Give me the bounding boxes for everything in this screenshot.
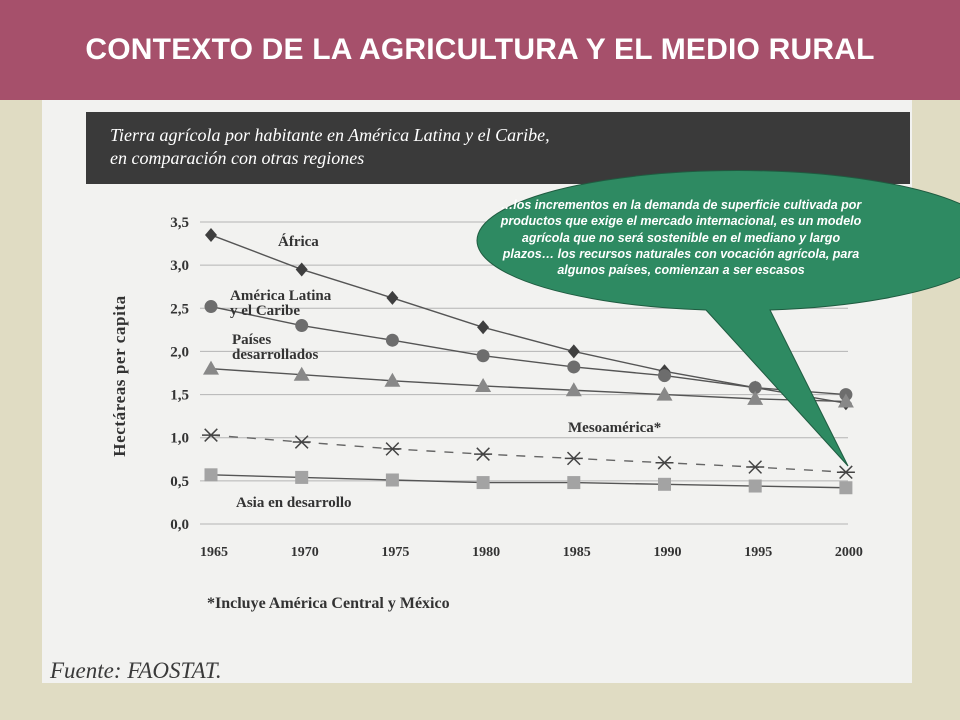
y-tick-label: 2,0 xyxy=(170,344,189,360)
series-label: Países xyxy=(232,332,271,348)
y-axis-label: Hectáreas per capita xyxy=(110,295,129,457)
figure-title-line1: Tierra agrícola por habitante en América… xyxy=(110,125,550,145)
data-point xyxy=(658,369,671,383)
y-tick-label: 3,0 xyxy=(170,258,189,274)
series-line xyxy=(210,234,847,404)
x-tick-label: 1990 xyxy=(654,545,682,560)
x-tick-label: 1980 xyxy=(472,545,500,560)
data-point xyxy=(475,377,492,392)
series-group xyxy=(202,227,855,495)
callout-bubble xyxy=(476,170,960,467)
data-point xyxy=(293,366,310,381)
data-point xyxy=(839,481,853,495)
y-tick-label: 3,5 xyxy=(170,215,189,231)
data-point xyxy=(384,372,401,387)
series-line xyxy=(210,474,846,489)
x-tick-label: 1985 xyxy=(563,545,591,560)
data-point xyxy=(748,381,762,395)
data-point xyxy=(567,476,581,490)
data-point xyxy=(386,290,399,305)
series-line xyxy=(210,305,846,396)
y-tick-label: 1,0 xyxy=(170,431,189,447)
data-point xyxy=(747,390,764,405)
y-tick-labels: 0,0 0,5 1,0 1,5 2,0 2,5 3,0 3,5 xyxy=(170,215,189,533)
data-point xyxy=(658,477,671,491)
y-tick-label: 2,5 xyxy=(170,301,189,317)
series-label: África xyxy=(278,233,319,250)
data-point xyxy=(564,451,583,466)
data-point xyxy=(476,476,490,490)
x-tick-label: 1995 xyxy=(744,545,772,560)
callout-text: …los incrementos en la demanda de superf… xyxy=(500,198,862,278)
series-label: y el Caribe xyxy=(230,303,300,319)
data-point xyxy=(295,262,308,277)
data-point xyxy=(746,460,765,474)
figure-footnote: *Incluye América Central y México xyxy=(207,595,450,612)
series-label: desarrollados xyxy=(232,347,319,363)
data-point xyxy=(748,479,762,493)
series-label: Mesoamérica* xyxy=(568,420,661,436)
data-point xyxy=(295,470,309,484)
data-point xyxy=(567,344,580,359)
data-point xyxy=(837,393,854,408)
series-line xyxy=(210,434,846,473)
series-label: América Latina xyxy=(230,288,332,304)
x-tick-label: 1970 xyxy=(291,545,319,560)
data-point xyxy=(836,465,855,480)
data-point xyxy=(565,382,582,397)
y-tick-label: 1,5 xyxy=(170,388,189,404)
data-point xyxy=(385,333,399,347)
figure-source: Fuente: FAOSTAT. xyxy=(49,658,222,683)
slide-header: CONTEXTO DE LA AGRICULTURA Y EL MEDIO RU… xyxy=(0,0,960,100)
data-point xyxy=(477,320,490,335)
series-line xyxy=(210,367,846,403)
x-tick-label: 1975 xyxy=(381,545,409,560)
data-point xyxy=(476,349,490,363)
figure-title-line2: en comparación con otras regiones xyxy=(110,148,364,168)
data-point xyxy=(292,435,311,449)
data-point xyxy=(655,455,674,470)
data-point xyxy=(202,428,220,442)
series-label: Asia en desarrollo xyxy=(236,495,352,511)
data-point xyxy=(567,360,581,374)
data-point xyxy=(204,300,218,314)
slide-title: CONTEXTO DE LA AGRICULTURA Y EL MEDIO RU… xyxy=(85,33,875,66)
data-point xyxy=(203,360,219,375)
data-point xyxy=(656,386,673,401)
data-point xyxy=(385,473,399,487)
data-point xyxy=(205,227,217,242)
data-point xyxy=(474,447,493,461)
y-tick-label: 0,5 xyxy=(170,474,189,490)
data-point xyxy=(295,319,309,333)
data-point xyxy=(383,442,402,456)
y-tick-label: 0,0 xyxy=(170,517,189,533)
data-point xyxy=(204,468,218,482)
x-tick-labels: 1965 1970 1975 1980 1985 1990 1995 2000 xyxy=(200,545,863,560)
x-tick-label: 1965 xyxy=(200,545,228,560)
x-tick-label: 2000 xyxy=(835,545,863,560)
